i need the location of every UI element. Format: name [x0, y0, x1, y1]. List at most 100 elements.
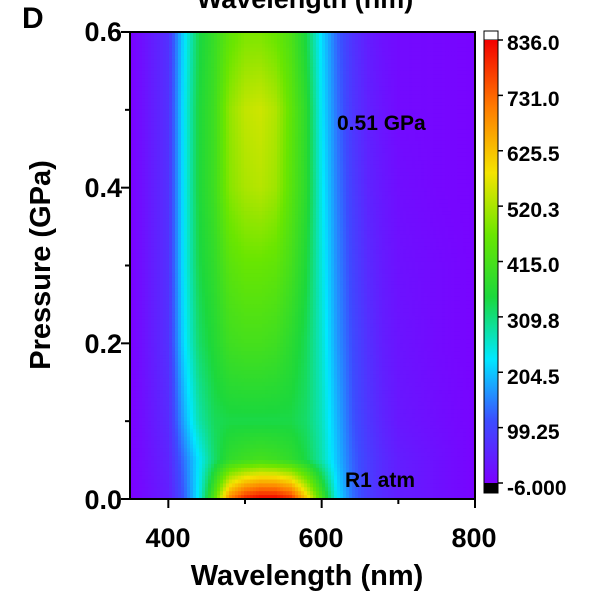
heatmap-cell — [301, 86, 305, 91]
heatmap-cell — [415, 94, 419, 99]
heatmap-cell — [190, 67, 194, 72]
heatmap-cell — [325, 43, 329, 49]
heatmap-cell — [397, 51, 401, 56]
heatmap-cell — [250, 47, 254, 53]
heatmap-cell — [469, 102, 473, 107]
heatmap-cell — [208, 47, 212, 53]
heatmap-cell — [274, 102, 278, 107]
heatmap-cell — [148, 35, 152, 41]
heatmap-cell — [325, 59, 329, 64]
heatmap-cell — [271, 51, 275, 56]
heatmap-cell — [385, 117, 389, 123]
heatmap-cell — [214, 117, 218, 123]
heatmap-cell — [445, 102, 449, 107]
heatmap-cell — [373, 70, 377, 76]
heatmap-cell — [148, 59, 152, 64]
heatmap-cell — [274, 63, 278, 68]
heatmap-cell — [424, 70, 428, 76]
heatmap-cell — [277, 90, 281, 95]
heatmap-cell — [304, 63, 308, 68]
heatmap-cell — [349, 70, 353, 76]
heatmap-cell — [409, 39, 413, 45]
heatmap-cell — [304, 109, 308, 115]
heatmap-cell — [175, 121, 179, 126]
heatmap-cell — [349, 105, 353, 111]
heatmap-cell — [418, 51, 422, 56]
heatmap-cell — [265, 117, 269, 123]
heatmap-cell — [304, 55, 308, 60]
heatmap-cell — [193, 98, 197, 103]
heatmap-cell — [136, 113, 140, 119]
heatmap-cell — [352, 86, 356, 91]
heatmap-cell — [412, 113, 416, 119]
heatmap-cell — [433, 63, 437, 68]
heatmap-cell — [439, 55, 443, 60]
heatmap-cell — [313, 43, 317, 49]
heatmap-cell — [397, 67, 401, 72]
heatmap-cell — [238, 78, 242, 84]
heatmap-cell — [448, 59, 452, 64]
heatmap-cell — [268, 82, 272, 88]
heatmap-cell — [199, 94, 203, 99]
heatmap-cell — [355, 70, 359, 76]
heatmap-cell — [436, 43, 440, 49]
heatmap-cell — [205, 90, 209, 95]
heatmap-cell — [394, 117, 398, 123]
heatmap-cell — [355, 74, 359, 80]
heatmap-cell — [244, 47, 248, 53]
heatmap-cell — [232, 117, 236, 123]
heatmap-cell — [397, 59, 401, 64]
heatmap-cell — [139, 70, 143, 76]
heatmap-cell — [409, 63, 413, 68]
heatmap-cell — [208, 32, 212, 37]
heatmap-cell — [286, 109, 290, 115]
heatmap-cell — [328, 78, 332, 84]
heatmap-cell — [289, 74, 293, 80]
heatmap-cell — [325, 102, 329, 107]
heatmap-cell — [265, 67, 269, 72]
heatmap-cell — [337, 90, 341, 95]
heatmap-cell — [472, 67, 475, 72]
heatmap-cell — [145, 121, 149, 126]
heatmap-cell — [400, 47, 404, 53]
heatmap-cell — [451, 117, 455, 123]
heatmap-cell — [163, 105, 167, 111]
heatmap-cell — [424, 105, 428, 111]
heatmap-cell — [190, 55, 194, 60]
heatmap-cell — [466, 105, 470, 111]
heatmap-cell — [322, 102, 326, 107]
heatmap-cell — [166, 35, 170, 41]
heatmap-cell — [268, 117, 272, 123]
heatmap-cell — [325, 98, 329, 103]
heatmap-cell — [394, 94, 398, 99]
heatmap-cell — [328, 109, 332, 115]
heatmap-cell — [397, 39, 401, 45]
heatmap-cell — [469, 55, 473, 60]
heatmap-cell — [379, 102, 383, 107]
heatmap-cell — [151, 74, 155, 80]
heatmap-cell — [244, 105, 248, 111]
heatmap-cell — [328, 70, 332, 76]
heatmap-cell — [151, 109, 155, 115]
heatmap-cell — [208, 105, 212, 111]
heatmap-cell — [184, 90, 188, 95]
heatmap-cell — [349, 74, 353, 80]
heatmap-cell — [313, 39, 317, 45]
heatmap-cell — [448, 63, 452, 68]
heatmap-cell — [208, 94, 212, 99]
heatmap-cell — [367, 102, 371, 107]
heatmap-cell — [409, 78, 413, 84]
heatmap-cell — [403, 90, 407, 95]
heatmap-cell — [148, 74, 152, 80]
heatmap-cell — [346, 47, 350, 53]
heatmap-cell — [280, 67, 284, 72]
heatmap-cell — [322, 98, 326, 103]
heatmap-cell — [313, 109, 317, 115]
heatmap-cell — [247, 94, 251, 99]
heatmap-cell — [442, 78, 446, 84]
heatmap-cell — [334, 82, 338, 88]
heatmap-cell — [217, 105, 221, 111]
heatmap-cell — [457, 47, 461, 53]
heatmap-cell — [448, 102, 452, 107]
heatmap-cell — [139, 74, 143, 80]
